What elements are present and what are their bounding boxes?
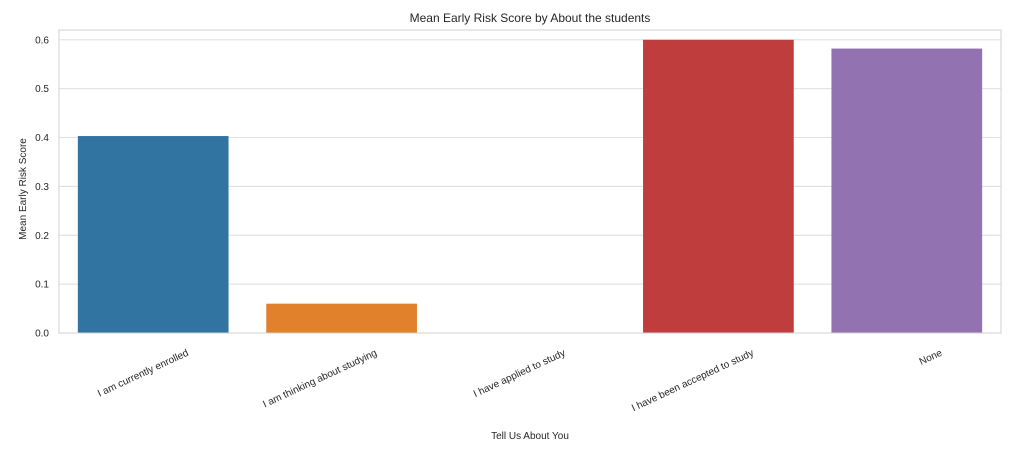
bar xyxy=(77,136,229,333)
y-tick-label: 0.0 xyxy=(35,329,49,340)
y-tick-label: 0.2 xyxy=(35,231,49,242)
y-tick-label: 0.6 xyxy=(35,35,49,46)
bar xyxy=(643,39,794,333)
x-tick-label: I have been accepted to study xyxy=(630,348,756,414)
bar xyxy=(831,48,983,333)
y-tick-label: 0.4 xyxy=(35,133,49,144)
x-tick-label: I am thinking about studying xyxy=(261,348,379,411)
x-axis-label: Tell Us About You xyxy=(491,431,569,442)
x-tick-label: I am currently enrolled xyxy=(96,348,190,400)
bars xyxy=(77,39,983,333)
chart-title: Mean Early Risk Score by About the stude… xyxy=(410,11,651,25)
y-tick-label: 0.5 xyxy=(35,84,49,95)
x-tick-label: I have applied to study xyxy=(472,348,567,400)
y-axis-ticks: 0.0 0.1 0.2 0.3 0.4 0.5 0.6 xyxy=(35,35,49,339)
x-tick-label: None xyxy=(918,348,945,368)
bar xyxy=(266,303,417,333)
y-axis-label: Mean Early Risk Score xyxy=(18,138,29,240)
y-tick-label: 0.3 xyxy=(35,182,49,193)
x-axis-ticks: I am currently enrolled I am thinking abo… xyxy=(96,348,944,415)
plot-frame xyxy=(58,29,1002,334)
y-tick-label: 0.1 xyxy=(35,280,49,291)
